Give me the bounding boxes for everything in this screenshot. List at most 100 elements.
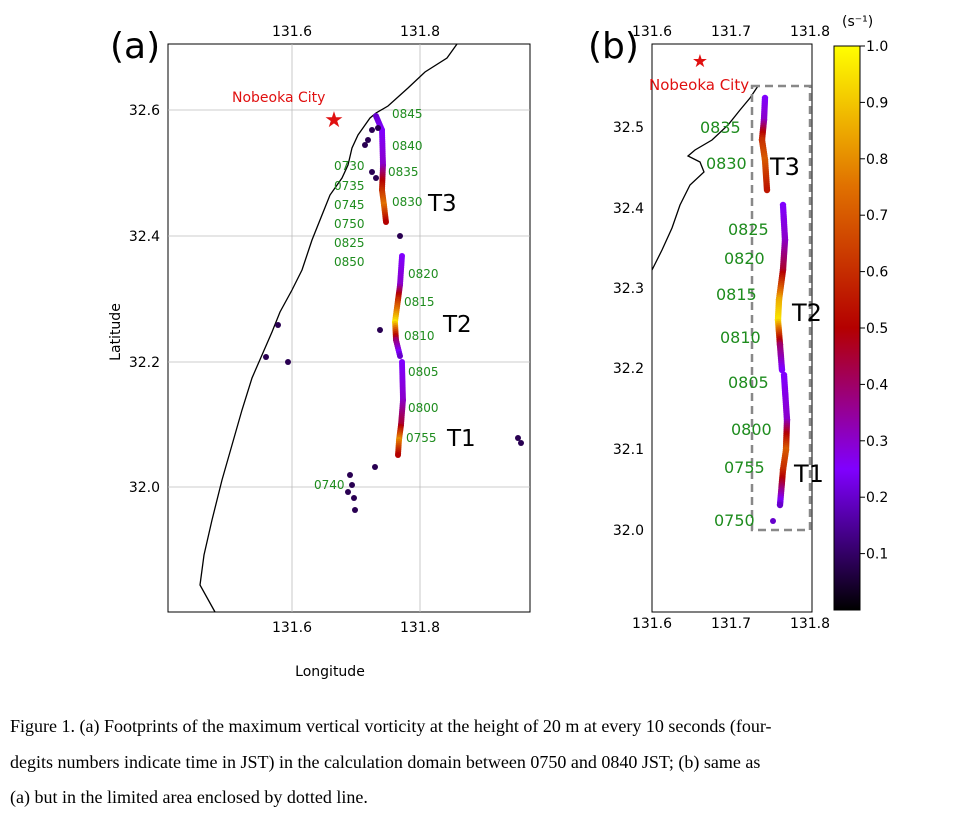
y-tick-label: 32.0: [613, 523, 644, 539]
x-axis-label: Longitude: [295, 664, 365, 680]
vorticity-dot: [377, 327, 383, 333]
time-label: 0810: [404, 329, 435, 343]
y-tick-label: 32.0: [129, 480, 160, 496]
colorbar-tick-label: 0.4: [866, 377, 888, 393]
city-label: Nobeoka City: [232, 90, 325, 106]
vorticity-dot: [395, 452, 401, 458]
vorticity-dot: [383, 219, 389, 225]
colorbar-tick-label: 0.2: [866, 490, 888, 506]
caption: Figure 1. (a) Footprints of the maximum …: [10, 716, 771, 737]
dotted-box: [750, 84, 812, 532]
track-label: T1: [793, 460, 824, 488]
time-label: 0745: [334, 198, 365, 212]
x-tick-label: 131.8: [400, 620, 440, 636]
x-tick-label: 131.6: [272, 24, 312, 40]
colorbar-tick-label: 0.9: [866, 95, 888, 111]
coastline: [199, 43, 458, 613]
time-label: 0800: [408, 401, 439, 415]
track-label: T1: [446, 426, 476, 452]
vorticity-dot: [776, 501, 784, 509]
time-label: 0835: [700, 118, 741, 137]
colorbar-tick-label: 0.5: [866, 321, 888, 337]
track-label: T3: [769, 153, 800, 181]
vorticity-dot: [372, 464, 378, 470]
time-label: 0850: [334, 255, 365, 269]
y-axis-label: Latitude: [108, 303, 124, 361]
vorticity-dot: [349, 482, 355, 488]
caption: (a) but in the limited area enclosed by …: [10, 787, 368, 808]
caption: degits numbers indicate time in JST) in …: [10, 752, 760, 773]
time-label: 0825: [334, 236, 365, 250]
city-star: ★: [324, 108, 344, 133]
time-label: 0820: [724, 249, 765, 268]
colorbar-tick-label: 0.1: [866, 547, 888, 563]
time-label: 0810: [720, 328, 761, 347]
panel-b-frame: [651, 43, 813, 613]
x-tick-label: 131.7: [711, 24, 751, 40]
vorticity-dot: [369, 127, 375, 133]
time-label: 0845: [392, 107, 423, 121]
time-label: 0820: [408, 267, 439, 281]
panel-a-frame: [167, 43, 531, 613]
vorticity-dot: [373, 175, 379, 181]
colorbar-tick-label: 0.7: [866, 208, 888, 224]
y-tick-label: 32.6: [129, 103, 160, 119]
vorticity-dot: [369, 169, 375, 175]
time-label: 0755: [724, 458, 765, 477]
y-tick-label: 32.4: [129, 229, 160, 245]
vorticity-dot: [275, 322, 281, 328]
x-tick-label: 131.8: [790, 616, 830, 632]
y-tick-label: 32.4: [613, 201, 644, 217]
vorticity-dot: [351, 495, 357, 501]
time-label: 0730: [334, 159, 365, 173]
coastline: [651, 85, 759, 271]
vorticity-dot: [397, 353, 403, 359]
time-label: 0830: [392, 195, 423, 209]
x-tick-label: 131.6: [632, 616, 672, 632]
time-label: 0800: [731, 420, 772, 439]
vorticity-dot: [347, 472, 353, 478]
vorticity-dot: [375, 125, 381, 131]
vorticity-dot: [352, 507, 358, 513]
x-tick-label: 131.7: [711, 616, 751, 632]
colorbar: [833, 45, 861, 611]
panel-label: (a): [110, 26, 160, 67]
time-label: 0825: [728, 220, 769, 239]
time-label: 0750: [334, 217, 365, 231]
vorticity-dot: [770, 518, 776, 524]
y-tick-label: 32.3: [613, 281, 644, 297]
colorbar-unit: (s⁻¹): [842, 14, 873, 30]
colorbar-tick-label: 0.8: [866, 152, 888, 168]
vorticity-dot: [362, 142, 368, 148]
vorticity-dot: [365, 137, 371, 143]
vorticity-dot: [263, 354, 269, 360]
time-label: 0805: [728, 373, 769, 392]
track-label: T2: [791, 299, 822, 327]
time-label: 0740: [314, 478, 345, 492]
city-label: Nobeoka City: [649, 76, 749, 94]
time-label: 0815: [404, 295, 435, 309]
city-star: ★: [692, 51, 708, 72]
x-tick-label: 131.6: [272, 620, 312, 636]
vorticity-dot: [345, 489, 351, 495]
panel-label: (b): [588, 26, 639, 67]
y-tick-label: 32.5: [613, 120, 644, 136]
time-label: 0805: [408, 365, 439, 379]
track-label: T2: [442, 312, 472, 338]
y-tick-label: 32.2: [613, 361, 644, 377]
x-tick-label: 131.6: [632, 24, 672, 40]
time-label: 0835: [388, 165, 419, 179]
vorticity-dot: [763, 186, 771, 194]
colorbar-tick-label: 0.6: [866, 265, 888, 281]
track-label: T3: [427, 191, 457, 217]
time-label: 0735: [334, 179, 365, 193]
time-label: 0815: [716, 285, 757, 304]
colorbar-tick-label: 1.0: [866, 39, 888, 55]
x-tick-label: 131.8: [400, 24, 440, 40]
time-label: 0750: [714, 511, 755, 530]
colorbar-tick-label: 0.3: [866, 434, 888, 450]
time-label: 0755: [406, 431, 437, 445]
vorticity-dot: [778, 366, 786, 374]
vorticity-dot: [397, 233, 403, 239]
